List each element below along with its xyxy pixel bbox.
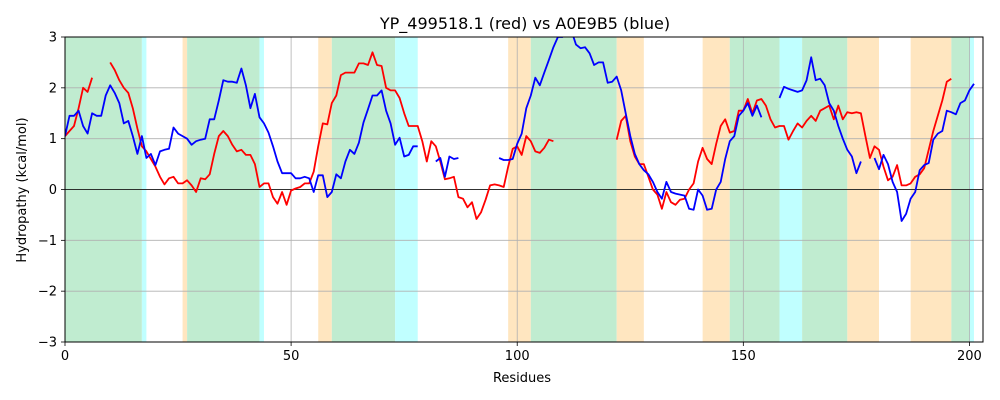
x-tick-label: 150 — [731, 349, 756, 364]
series-line-blue — [498, 37, 763, 211]
y-axis-label: Hydropathy (kcal/mol) — [15, 117, 30, 262]
series-line-blue — [65, 67, 418, 198]
y-tick-label: 1 — [49, 132, 57, 147]
axis-ticks: 0 50 100 150 200 −3 −2 −1 0 1 2 3 — [38, 31, 982, 365]
y-tick-label: −2 — [38, 285, 57, 300]
y-tick-label: 3 — [49, 31, 57, 46]
series-line-red — [65, 77, 93, 137]
y-tick-label: 2 — [49, 81, 57, 96]
series-line-red — [109, 51, 554, 220]
y-tick-label: −3 — [38, 336, 57, 351]
y-tick-label: −1 — [38, 234, 57, 249]
y-tick-label: 0 — [49, 183, 57, 198]
chart-title: YP_499518.1 (red) vs A0E9B5 (blue) — [379, 14, 670, 34]
series-line-blue — [435, 155, 459, 178]
x-tick-label: 0 — [61, 349, 69, 364]
series-line-blue — [778, 56, 862, 175]
series-line-blue — [873, 83, 975, 222]
series-lines — [65, 37, 975, 222]
x-tick-label: 200 — [957, 349, 982, 364]
x-tick-label: 100 — [505, 349, 530, 364]
series-line-red — [615, 77, 952, 210]
x-axis-label: Residues — [493, 371, 551, 386]
x-tick-label: 50 — [283, 349, 300, 364]
